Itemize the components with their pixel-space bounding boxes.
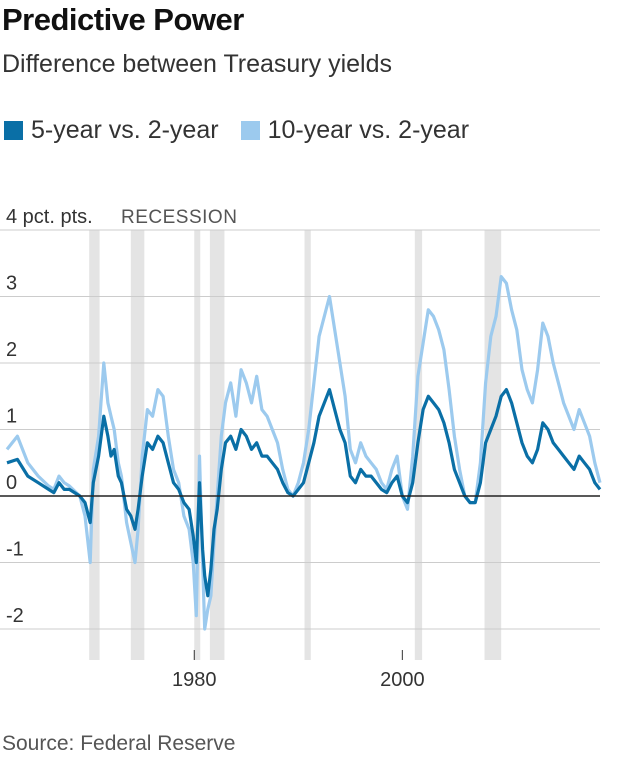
legend: 5-year vs. 2-year 10-year vs. 2-year [4, 116, 491, 145]
recession-band-6 [484, 230, 502, 660]
legend-label-5v2: 5-year vs. 2-year [31, 116, 219, 144]
y-tick-label: 2 [6, 339, 17, 361]
y-tick-label: 4 pct. pts. [6, 206, 93, 228]
legend-label-10v2: 10-year vs. 2-year [267, 116, 470, 144]
legend-item-10v2: 10-year vs. 2-year [240, 116, 470, 145]
legend-swatch-5v2 [4, 121, 23, 140]
x-tick-label: 1980 [172, 669, 217, 691]
chart-area: 4 pct. pts. 3 2 1 0 -1 -2 RECESSION 1980 2000 [0, 206, 602, 691]
series-line-5v2 [6, 388, 602, 598]
legend-swatch-10v2 [240, 121, 260, 140]
y-tick-label: 3 [6, 273, 17, 295]
chart-subtitle: Difference between Treasury yields [2, 50, 393, 78]
y-tick-label: -1 [6, 539, 24, 561]
y-tick-label: -2 [6, 605, 24, 627]
y-tick-label: 1 [6, 406, 17, 428]
source-note: Source: Federal Reserve [2, 732, 236, 755]
recession-label: RECESSION [121, 207, 237, 228]
recession-band-0 [89, 230, 100, 660]
recession-band-2 [194, 230, 201, 660]
chart-title: Predictive Power [2, 2, 244, 37]
x-tick-label: 2000 [380, 669, 425, 691]
y-tick-label: 0 [6, 472, 17, 494]
legend-item-5v2: 5-year vs. 2-year [4, 116, 219, 145]
